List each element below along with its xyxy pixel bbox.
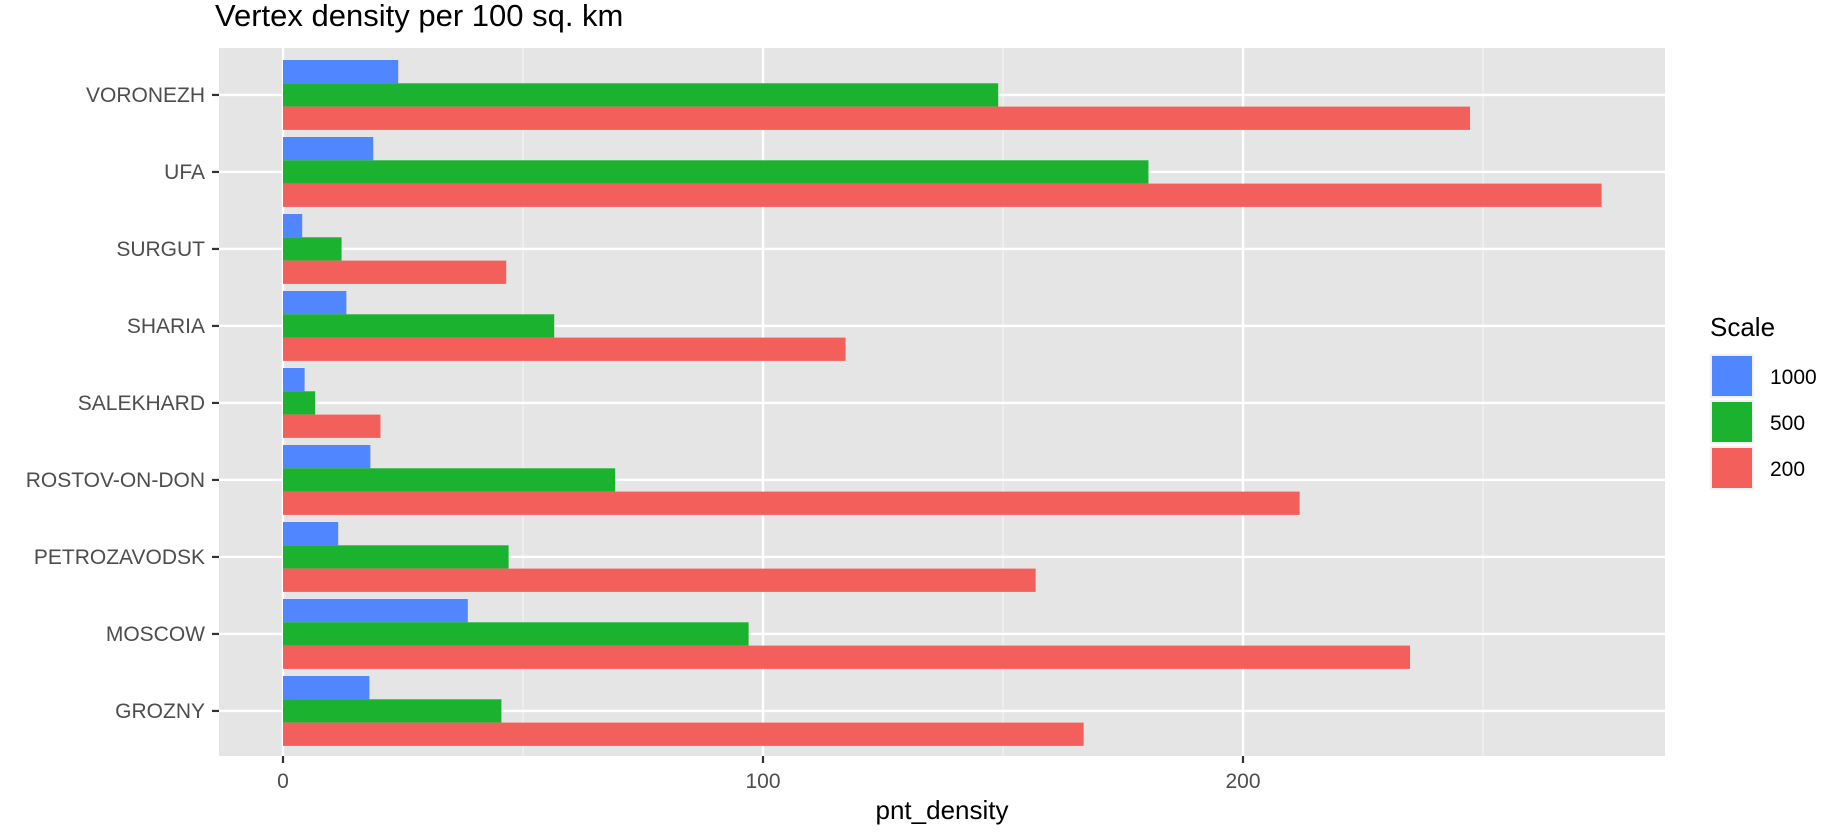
x-tick-label: 200	[1225, 770, 1260, 793]
bar-1000-petrozavodsk	[283, 522, 339, 546]
bar-1000-rostov-on-don	[283, 445, 371, 469]
x-axis: 0 100 200	[277, 756, 1261, 793]
y-tick-label: VORONEZH	[86, 84, 205, 107]
legend-swatch-1000	[1712, 356, 1752, 396]
bar-200-moscow	[283, 645, 1411, 669]
bar-200-rostov-on-don	[283, 491, 1300, 515]
y-tick-label: SURGUT	[116, 238, 205, 261]
y-axis: GROZNY MOSCOW PETROZAVODSK ROSTOV-ON-DON SAL…	[26, 84, 219, 723]
bar-200-voronezh	[283, 106, 1471, 130]
y-tick-label: PETROZAVODSK	[34, 546, 205, 569]
legend-label-1000: 1000	[1770, 366, 1817, 389]
bar-1000-sharia	[283, 291, 347, 315]
y-tick-label: SHARIA	[127, 315, 205, 338]
legend-swatch-200	[1712, 448, 1752, 488]
bar-1000-grozny	[283, 676, 370, 700]
legend-swatch-500	[1712, 402, 1752, 442]
bar-1000-salekhard	[283, 368, 305, 392]
y-tick-label: ROSTOV-ON-DON	[26, 469, 205, 492]
bar-500-grozny	[283, 699, 502, 723]
bar-500-salekhard	[283, 391, 316, 415]
bar-200-surgut	[283, 260, 507, 284]
bar-500-rostov-on-don	[283, 468, 616, 492]
legend-items: 1000 500 200	[1710, 354, 1817, 490]
legend: Scale 1000 500 200	[1710, 312, 1817, 490]
y-tick-label: GROZNY	[115, 700, 205, 723]
bar-200-petrozavodsk	[283, 568, 1036, 592]
bar-500-moscow	[283, 622, 749, 646]
bar-1000-surgut	[283, 214, 303, 238]
bar-500-surgut	[283, 237, 342, 261]
bar-500-voronezh	[283, 83, 999, 107]
legend-label-200: 200	[1770, 458, 1805, 481]
bar-200-sharia	[283, 337, 846, 361]
bar-1000-ufa	[283, 137, 374, 161]
bar-500-sharia	[283, 314, 555, 338]
bar-200-grozny	[283, 722, 1084, 746]
chart-title: Vertex density per 100 sq. km	[215, 0, 623, 33]
y-tick-label: MOSCOW	[106, 623, 205, 646]
bar-500-petrozavodsk	[283, 545, 509, 569]
x-tick-label: 100	[745, 770, 780, 793]
legend-title: Scale	[1710, 312, 1775, 342]
bars	[283, 60, 1602, 746]
legend-label-500: 500	[1770, 412, 1805, 435]
bar-200-salekhard	[283, 414, 381, 438]
bar-1000-voronezh	[283, 60, 399, 84]
y-tick-label: UFA	[164, 161, 205, 184]
x-tick-label: 0	[277, 770, 289, 793]
bar-1000-moscow	[283, 599, 468, 623]
y-tick-label: SALEKHARD	[78, 392, 205, 415]
bar-200-ufa	[283, 183, 1602, 207]
bar-500-ufa	[283, 160, 1149, 184]
x-axis-title: pnt_density	[876, 795, 1009, 825]
